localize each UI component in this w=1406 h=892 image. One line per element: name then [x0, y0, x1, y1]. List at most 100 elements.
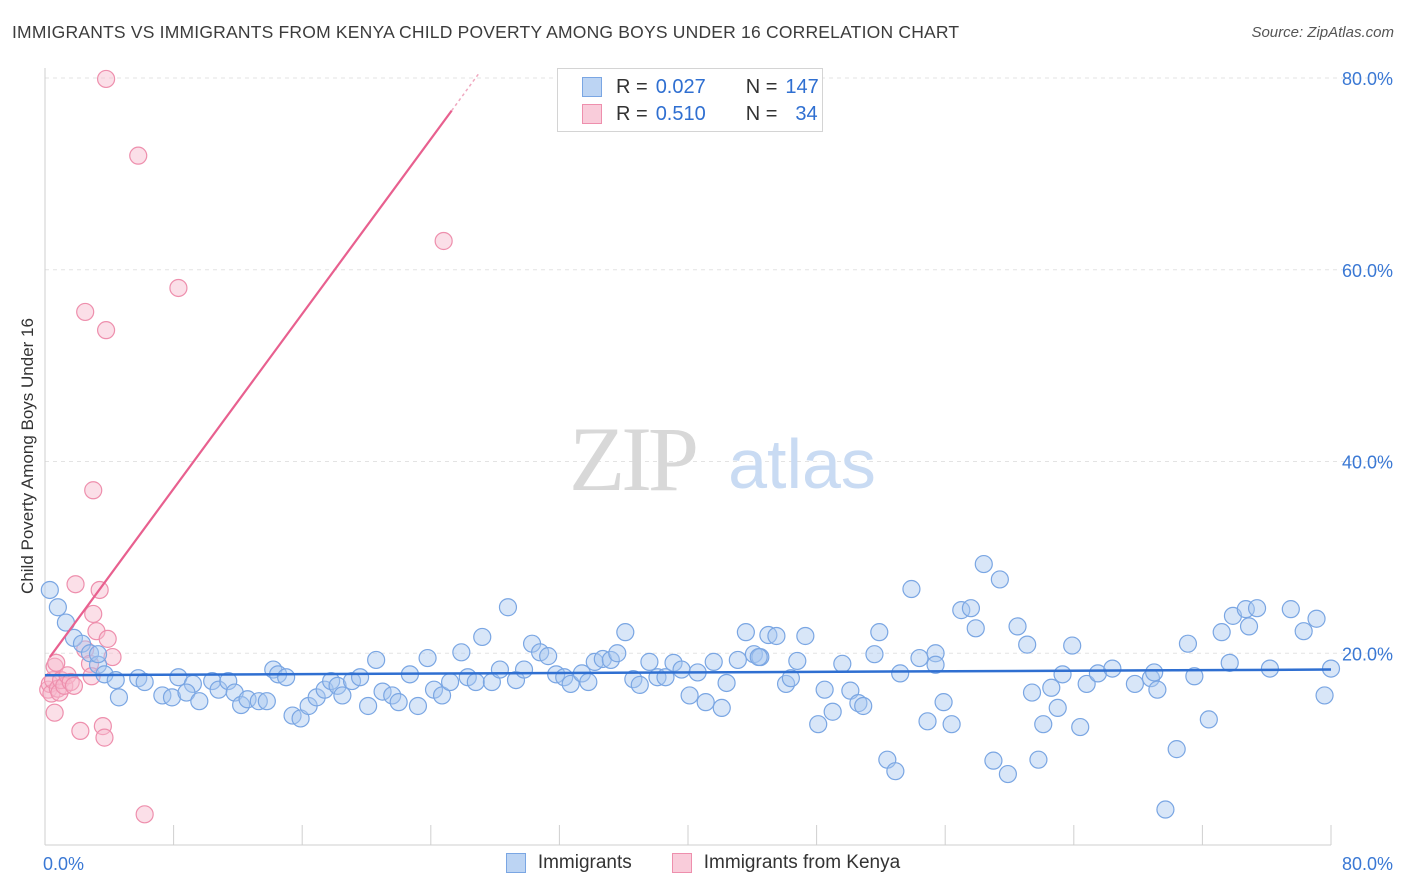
data-point-immigrants	[473, 627, 492, 647]
data-point-immigrants	[277, 668, 296, 687]
axes	[44, 68, 1332, 846]
trend-line-kenya	[48, 109, 453, 658]
data-point-kenya	[96, 69, 116, 89]
data-point-kenya	[66, 575, 85, 594]
legend-r-label: R =	[616, 102, 648, 125]
y-tick-label: 80.0%	[1342, 69, 1393, 89]
data-point-immigrants	[88, 655, 108, 674]
data-point-kenya	[93, 717, 112, 736]
data-point-immigrants	[910, 648, 929, 668]
data-point-immigrants	[88, 645, 108, 664]
data-point-immigrants	[1029, 750, 1048, 769]
data-point-immigrants	[1077, 674, 1096, 694]
grid-lines	[45, 77, 1392, 654]
watermark-atlas: atlas	[728, 425, 876, 503]
data-point-immigrants	[974, 554, 993, 574]
x-tick-label: 0.0%	[43, 854, 84, 874]
data-point-immigrants	[1220, 653, 1239, 672]
source-label: Source: ZipAtlas.com	[1251, 24, 1394, 41]
data-point-immigrants	[961, 599, 981, 618]
data-point-kenya	[434, 231, 453, 251]
data-point-immigrants	[1281, 600, 1300, 619]
data-point-immigrants	[918, 712, 937, 731]
data-point-immigrants	[238, 690, 257, 709]
data-point-immigrants	[490, 660, 510, 679]
data-point-immigrants	[767, 626, 786, 646]
trend-lines	[44, 72, 1332, 677]
data-point-immigrants	[1178, 634, 1198, 653]
data-point-immigrants	[712, 698, 731, 717]
data-point-kenya	[169, 278, 188, 298]
data-point-kenya	[76, 302, 95, 322]
legend-n-label: N =	[745, 102, 778, 125]
legend-swatch-pink	[582, 104, 602, 124]
data-point-immigrants	[359, 696, 378, 716]
data-point-immigrants	[823, 702, 842, 721]
series-legend: Immigrants Immigrants from Kenya	[0, 852, 1406, 874]
data-point-immigrants	[561, 674, 580, 694]
data-point-immigrants	[998, 764, 1017, 784]
data-point-immigrants	[616, 623, 635, 642]
data-point-immigrants	[781, 669, 800, 688]
data-point-immigrants	[1034, 715, 1053, 734]
data-point-immigrants	[672, 660, 691, 679]
data-point-immigrants	[1008, 617, 1027, 636]
data-point-immigrants	[1315, 686, 1334, 705]
y-tick-label: 40.0%	[1342, 453, 1393, 473]
legend-item-label: Immigrants	[537, 852, 632, 873]
data-point-immigrants	[162, 688, 182, 707]
data-point-immigrants	[1148, 680, 1167, 699]
data-point-immigrants	[1294, 622, 1313, 641]
data-point-kenya	[84, 604, 103, 624]
data-point-kenya	[45, 703, 64, 722]
y-axis-label: Child Poverty Among Boys Under 16	[18, 318, 37, 594]
data-point-kenya	[103, 647, 122, 667]
data-point-immigrants	[815, 680, 834, 699]
data-point-immigrants	[809, 715, 828, 734]
trend-line-immigrants	[44, 668, 1332, 677]
data-point-immigrants	[367, 650, 386, 670]
data-point-immigrants	[1145, 663, 1164, 682]
data-point-immigrants	[942, 715, 961, 734]
data-point-immigrants	[640, 652, 659, 671]
data-point-immigrants	[966, 619, 985, 638]
x-tick-label: 80.0%	[1342, 854, 1393, 874]
data-point-immigrants	[190, 692, 209, 711]
data-point-immigrants	[109, 688, 129, 707]
data-point-immigrants	[854, 696, 873, 716]
data-point-immigrants	[1185, 667, 1204, 686]
data-point-immigrants	[1053, 665, 1072, 684]
series-immigrants-from-kenya	[39, 69, 453, 824]
data-point-immigrants	[579, 672, 598, 692]
chart-title: IMMIGRANTS VS IMMIGRANTS FROM KENYA CHIL…	[12, 22, 960, 42]
legend-r-label: R =	[616, 75, 648, 98]
data-point-immigrants	[177, 683, 196, 702]
data-point-immigrants	[440, 672, 460, 692]
data-point-immigrants	[40, 580, 59, 600]
data-point-immigrants	[408, 696, 428, 716]
watermark-zip: ZIP	[569, 408, 696, 510]
data-point-kenya	[96, 321, 116, 340]
trend-line-kenya-extension	[451, 72, 480, 112]
legend-n-value: 147	[785, 75, 819, 98]
data-point-immigrants	[1088, 664, 1108, 683]
data-point-immigrants	[608, 644, 627, 663]
data-point-immigrants	[1018, 635, 1037, 654]
data-point-immigrants	[219, 671, 238, 691]
data-point-immigrants	[849, 694, 868, 713]
data-point-immigrants	[48, 598, 67, 617]
legend-r-value: 0.510	[655, 102, 706, 125]
data-point-immigrants	[984, 751, 1003, 770]
data-point-immigrants	[1071, 717, 1090, 737]
data-point-immigrants	[728, 650, 747, 670]
data-point-immigrants	[601, 650, 620, 670]
correlation-legend: R = 0.027 N = 147 R = 0.510 N = 34	[557, 68, 823, 132]
y-tick-label: 20.0%	[1342, 644, 1393, 664]
data-point-immigrants	[1212, 623, 1231, 642]
data-point-immigrants	[1307, 609, 1326, 628]
data-point-immigrants	[891, 664, 910, 683]
data-point-immigrants	[788, 651, 807, 671]
data-point-immigrants	[1042, 678, 1061, 697]
data-point-immigrants	[1156, 800, 1175, 819]
